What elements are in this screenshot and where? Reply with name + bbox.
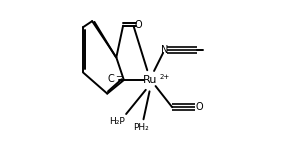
Text: N: N — [161, 45, 168, 55]
Text: Ru: Ru — [143, 75, 157, 85]
Text: O: O — [134, 20, 142, 30]
Text: −: − — [115, 72, 122, 81]
Text: C: C — [107, 74, 114, 84]
Text: O: O — [195, 102, 203, 112]
Text: 2+: 2+ — [159, 74, 170, 80]
Text: H₂P: H₂P — [109, 117, 125, 126]
Text: PH₂: PH₂ — [133, 123, 149, 132]
